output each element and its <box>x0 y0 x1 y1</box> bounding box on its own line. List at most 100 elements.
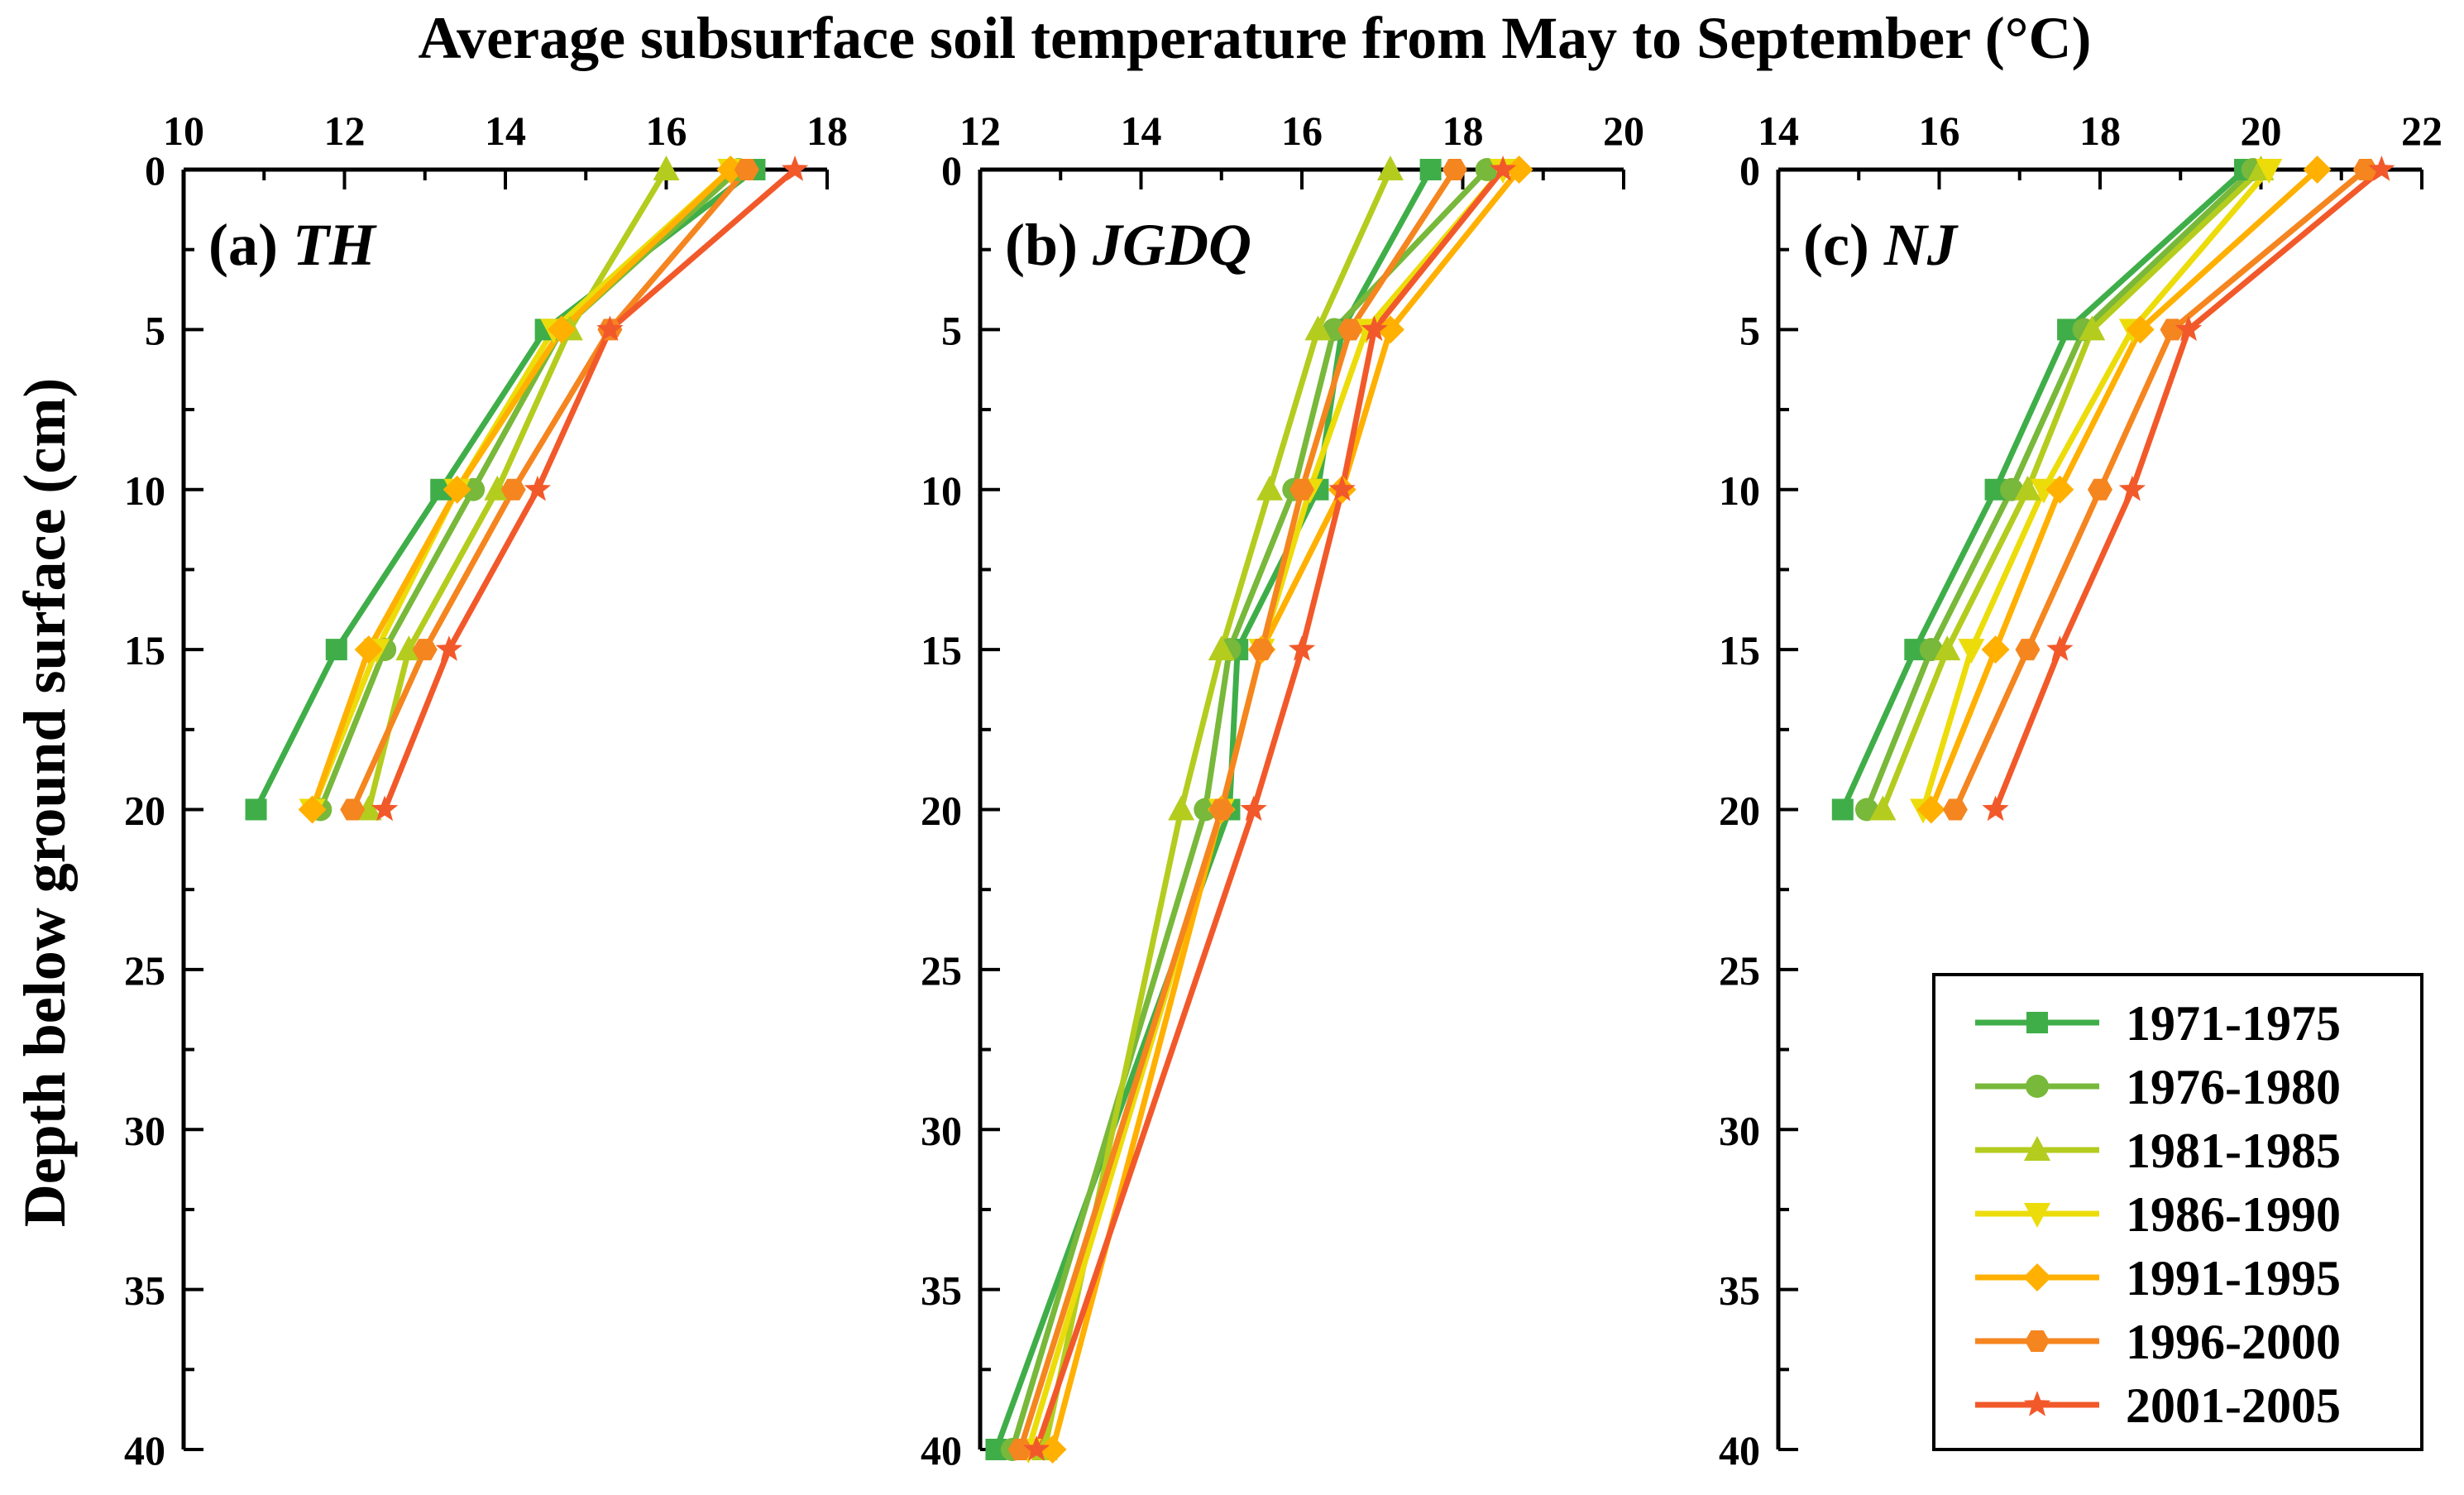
y-tick-label: 30 <box>124 1107 165 1153</box>
y-axis-label: Depth below ground surface (cm) <box>12 378 78 1228</box>
legend-marker <box>2026 1012 2048 1033</box>
y-tick-label: 25 <box>921 947 962 994</box>
x-tick-label: 18 <box>2079 108 2121 154</box>
x-tick-label: 18 <box>1443 108 1484 154</box>
series-line-1976-1980 <box>1009 166 1490 1453</box>
data-point-1991-1995 <box>298 795 327 824</box>
data-point-1991-1995 <box>716 156 745 184</box>
x-tick-label: 18 <box>806 108 848 154</box>
data-point-1981-1985 <box>1869 795 1897 821</box>
data-point-2001-2005 <box>2368 156 2395 181</box>
data-point-1996-2000 <box>1442 159 1467 180</box>
data-point-1981-1985 <box>2014 475 2041 501</box>
y-tick-label: 35 <box>124 1267 165 1314</box>
data-point-1996-2000 <box>1249 639 1275 661</box>
panel-nj: 14 16 18 20 22 0 5 10 15 20 25 30 35 40 (c) NJ <box>1719 108 2442 1473</box>
data-point-1991-1995 <box>354 635 383 664</box>
y-tick-label: 5 <box>941 307 962 353</box>
y-tick-label: 15 <box>1719 627 1760 673</box>
x-tick-label: 22 <box>2401 108 2442 154</box>
figure-title: Average subsurface soil temperature from… <box>419 5 2092 71</box>
data-point-2001-2005 <box>2118 475 2146 501</box>
x-tick-label: 12 <box>959 108 1001 154</box>
legend-entry-1986-1990: 1986-1990 <box>1975 1187 2341 1242</box>
x-tick-label: 12 <box>324 108 366 154</box>
y-tick-label: 20 <box>921 788 962 834</box>
y-tick-label: 0 <box>941 147 962 194</box>
legend-marker <box>2024 1203 2050 1228</box>
y-tick-label: 15 <box>124 627 165 673</box>
data-point-1996-2000 <box>1337 319 1363 341</box>
data-point-2001-2005 <box>2175 315 2203 342</box>
y-tick-label: 35 <box>1719 1267 1760 1314</box>
panel-jgdq: 12 14 16 18 20 0 5 10 15 20 25 30 35 40 (b) JGDQ <box>921 108 1644 1473</box>
y-tick-label: 10 <box>124 467 165 514</box>
panel-label: (a) TH <box>208 212 377 278</box>
data-point-1981-1985 <box>1376 156 1404 180</box>
data-point-1971-1975 <box>245 798 267 821</box>
data-point-2001-2005 <box>435 635 463 661</box>
data-point-2001-2005 <box>1328 475 1356 501</box>
legend-label: 1976-1980 <box>2126 1060 2341 1114</box>
series-line-1996-2000 <box>1017 166 1458 1453</box>
legend-label: 2001-2005 <box>2126 1378 2341 1433</box>
data-point-2001-2005 <box>1288 635 1316 661</box>
data-point-1991-1995 <box>443 475 471 504</box>
data-point-2001-2005 <box>1361 315 1388 342</box>
series-line-1991-1995 <box>1050 166 1523 1453</box>
data-point-2001-2005 <box>1022 1435 1050 1461</box>
x-tick-label: 14 <box>1121 108 1162 154</box>
y-tick-label: 40 <box>124 1427 165 1473</box>
data-point-1991-1995 <box>548 315 577 344</box>
data-point-1996-2000 <box>1942 798 1968 821</box>
data-point-2001-2005 <box>1240 795 1267 822</box>
series-line-2001-2005 <box>1033 166 1506 1453</box>
y-tick-label: 20 <box>1719 788 1760 834</box>
y-tick-label: 35 <box>921 1267 962 1314</box>
series-line-1981-1985 <box>1041 166 1394 1453</box>
data-point-1971-1975 <box>325 639 347 661</box>
legend-label: 1991-1995 <box>2126 1251 2341 1306</box>
x-tick-label: 16 <box>1281 108 1323 154</box>
x-tick-label: 16 <box>646 108 687 154</box>
panels: 10 12 14 16 18 0 5 10 15 20 25 30 35 40 (a) TH 12 14 16 18… <box>124 108 2442 1473</box>
legend-label: 1971-1975 <box>2126 996 2341 1051</box>
legend-marker <box>2023 1263 2051 1291</box>
x-tick-label: 20 <box>2241 108 2282 154</box>
data-point-2001-2005 <box>781 156 809 181</box>
legend-label: 1986-1990 <box>2126 1187 2341 1242</box>
y-tick-label: 25 <box>1719 947 1760 994</box>
legend-marker <box>2026 1075 2049 1098</box>
data-point-1981-1985 <box>1168 795 1195 821</box>
y-tick-label: 40 <box>921 1427 962 1473</box>
data-point-1971-1975 <box>1831 798 1854 821</box>
data-point-1996-2000 <box>2015 639 2041 661</box>
legend-marker <box>2023 1391 2051 1416</box>
data-point-1991-1995 <box>1376 315 1404 344</box>
data-point-1996-2000 <box>500 478 526 501</box>
data-point-1996-2000 <box>1289 478 1314 501</box>
data-point-1986-1990 <box>1958 639 1985 664</box>
legend-label: 1981-1985 <box>2126 1124 2341 1178</box>
x-tick-label: 20 <box>1603 108 1644 154</box>
x-tick-label: 14 <box>485 108 526 154</box>
data-point-1996-2000 <box>2160 319 2185 341</box>
y-tick-label: 30 <box>1719 1107 1760 1153</box>
data-point-1991-1995 <box>2126 315 2155 344</box>
data-point-1996-2000 <box>412 639 438 661</box>
y-tick-label: 5 <box>145 307 165 353</box>
data-point-2001-2005 <box>596 315 624 342</box>
y-tick-label: 5 <box>1739 307 1760 353</box>
series-line-1976-1980 <box>317 166 742 812</box>
x-tick-label: 16 <box>1919 108 1960 154</box>
y-tick-label: 30 <box>921 1107 962 1153</box>
legend-label: 1996-2000 <box>2126 1315 2341 1369</box>
data-point-1971-1975 <box>1419 159 1442 180</box>
y-tick-label: 10 <box>921 467 962 514</box>
y-tick-label: 0 <box>145 147 165 194</box>
data-point-1996-2000 <box>734 159 759 180</box>
panel-th: 10 12 14 16 18 0 5 10 15 20 25 30 35 40 (a) TH <box>124 108 848 1473</box>
data-point-2001-2005 <box>524 475 552 501</box>
data-point-1981-1985 <box>653 156 680 180</box>
